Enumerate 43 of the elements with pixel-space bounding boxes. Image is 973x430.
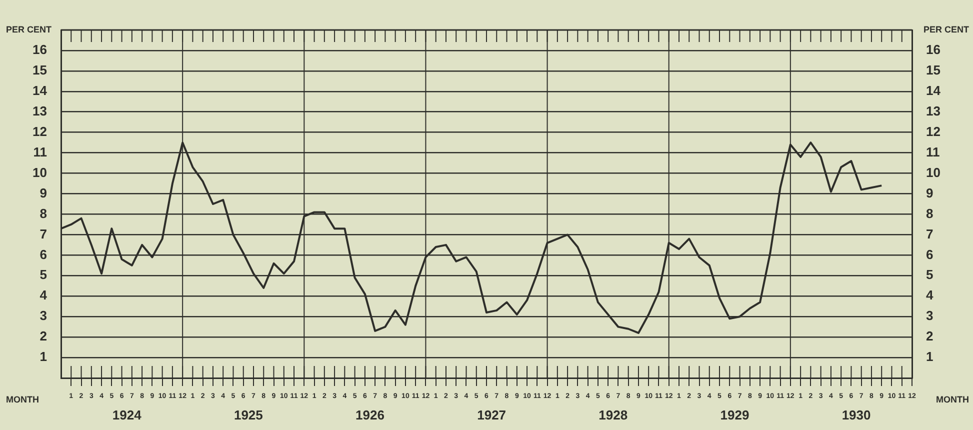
y2-tick-label: 4: [926, 288, 934, 303]
y2-axis-title: PER CENT: [923, 24, 970, 34]
y-tick-label: 13: [32, 103, 47, 118]
text: 1927: [477, 408, 506, 423]
text: MONTH: [936, 394, 969, 404]
y2-tick-label: 10: [926, 164, 940, 180]
text: 1930: [842, 408, 871, 423]
x-axis-title: MONTH: [6, 394, 39, 404]
y-tick-label: 2: [40, 328, 47, 344]
y2-tick-label: 9: [926, 185, 934, 200]
y2-tick-label: 13: [926, 103, 940, 118]
y-tick-label: 14: [32, 82, 48, 98]
y2-tick-label: 8: [926, 206, 934, 221]
y-tick-label: 9: [40, 185, 47, 200]
y-tick-label: 7: [40, 226, 47, 242]
y2-tick-label: 12: [926, 124, 940, 139]
text: 1925: [234, 408, 263, 423]
y2-tick-label: 16: [926, 42, 940, 58]
y-tick-label: 3: [40, 308, 47, 324]
y-tick-label: 5: [40, 267, 47, 282]
y-tick-label: 10: [32, 164, 47, 180]
y2-tick-label: 14: [926, 82, 942, 98]
y2-tick-label: 2: [926, 328, 934, 344]
text: 1928: [598, 408, 628, 423]
y-axis-title: PER CENT: [6, 24, 52, 34]
y2-tick-label: 11: [926, 144, 940, 160]
y2-tick-label: 15: [926, 62, 940, 78]
text: 1924: [112, 408, 142, 423]
y-tick-label: 15: [32, 62, 47, 78]
y-tick-label: 1: [40, 349, 47, 364]
y2-tick-label: 1: [926, 349, 934, 364]
y2-tick-label: 5: [926, 267, 934, 282]
y-tick-label: 11: [33, 144, 47, 160]
y-tick-label: 12: [32, 124, 47, 139]
text: 1926: [356, 408, 384, 423]
y-tick-label: 16: [32, 42, 47, 58]
y2-tick-label: 6: [926, 246, 934, 262]
text: 1929: [720, 408, 750, 423]
y2-tick-label: 3: [926, 308, 934, 324]
y2-tick-label: 7: [926, 226, 934, 242]
y-tick-label: 6: [40, 246, 47, 262]
y-tick-label: 4: [40, 288, 48, 303]
y-tick-label: 8: [40, 206, 47, 221]
